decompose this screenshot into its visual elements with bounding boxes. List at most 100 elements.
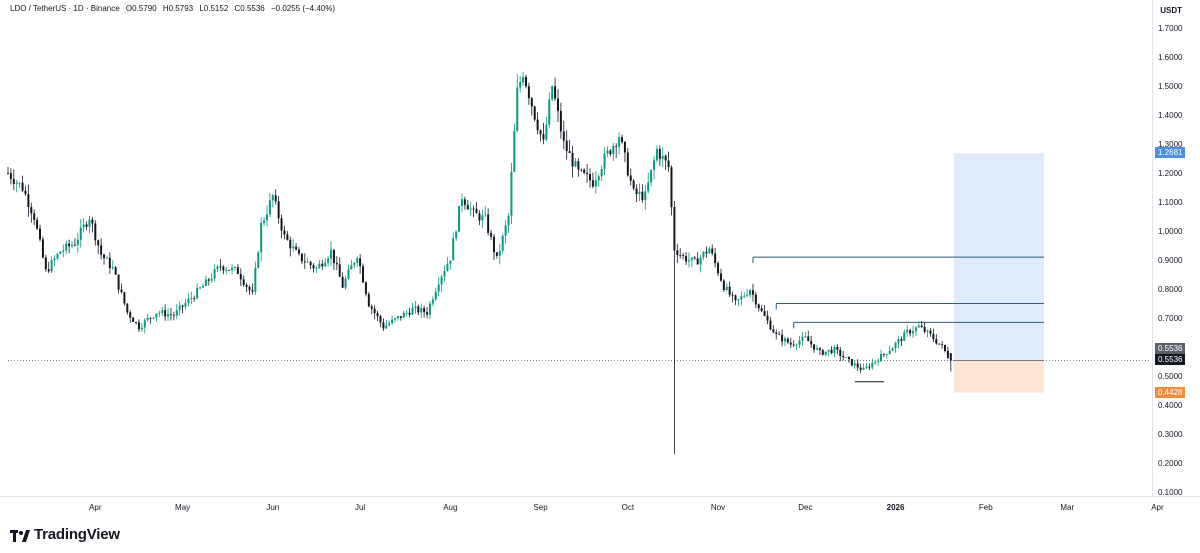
candle-body[interactable] xyxy=(519,82,522,88)
candle-body[interactable] xyxy=(478,213,481,221)
candle-body[interactable] xyxy=(149,317,152,319)
candle-body[interactable] xyxy=(330,249,333,259)
candle-body[interactable] xyxy=(126,303,129,313)
candle-body[interactable] xyxy=(414,306,417,308)
candle-body[interactable] xyxy=(786,338,789,343)
candle-body[interactable] xyxy=(650,169,653,183)
candle-body[interactable] xyxy=(260,222,263,253)
candle-body[interactable] xyxy=(536,119,539,131)
candle-body[interactable] xyxy=(606,150,609,154)
candle-body[interactable] xyxy=(213,269,216,279)
candle-body[interactable] xyxy=(589,174,591,181)
candle-body[interactable] xyxy=(324,262,327,267)
candle-body[interactable] xyxy=(222,266,225,271)
candle-body[interactable] xyxy=(594,180,597,187)
candle-body[interactable] xyxy=(391,319,394,324)
candle-body[interactable] xyxy=(356,258,359,263)
candle-body[interactable] xyxy=(207,279,210,281)
candle-body[interactable] xyxy=(335,263,338,265)
candle-body[interactable] xyxy=(347,269,350,279)
candle-body[interactable] xyxy=(693,257,696,259)
candle-body[interactable] xyxy=(781,334,784,342)
candle-body[interactable] xyxy=(824,351,827,355)
candle-body[interactable] xyxy=(597,176,600,181)
candle-body[interactable] xyxy=(682,255,685,256)
candle-body[interactable] xyxy=(129,312,132,318)
candle-body[interactable] xyxy=(135,322,138,323)
candle-body[interactable] xyxy=(603,153,606,170)
candle-body[interactable] xyxy=(443,270,446,277)
candle-body[interactable] xyxy=(702,251,705,258)
candle-body[interactable] xyxy=(327,258,330,263)
candle-body[interactable] xyxy=(382,322,385,329)
candle-body[interactable] xyxy=(769,320,772,330)
candle-body[interactable] xyxy=(24,190,27,195)
candle-body[interactable] xyxy=(804,336,807,338)
candle-body[interactable] xyxy=(586,172,589,175)
candle-body[interactable] xyxy=(210,278,213,281)
candle-body[interactable] xyxy=(469,208,472,210)
candle-body[interactable] xyxy=(510,171,513,216)
candle-body[interactable] xyxy=(181,305,184,307)
candle-body[interactable] xyxy=(286,234,289,240)
candle-body[interactable] xyxy=(487,214,490,233)
candle-body[interactable] xyxy=(719,273,722,281)
candle-body[interactable] xyxy=(522,77,525,83)
candle-body[interactable] xyxy=(306,261,309,263)
candle-body[interactable] xyxy=(938,343,941,345)
candle-body[interactable] xyxy=(609,150,612,155)
candle-body[interactable] xyxy=(909,330,912,334)
candle-body[interactable] xyxy=(362,266,365,283)
candle-body[interactable] xyxy=(897,339,900,343)
candle-body[interactable] xyxy=(7,173,9,174)
candle-body[interactable] xyxy=(655,148,658,161)
candle-body[interactable] xyxy=(394,318,397,320)
candle-body[interactable] xyxy=(233,267,236,268)
candle-body[interactable] xyxy=(312,265,315,269)
candle-body[interactable] xyxy=(891,348,894,351)
candle-body[interactable] xyxy=(743,295,746,297)
candle-body[interactable] xyxy=(946,350,949,358)
candle-body[interactable] xyxy=(667,160,670,168)
candle-body[interactable] xyxy=(117,274,120,290)
candle-body[interactable] xyxy=(231,267,234,271)
candle-body[interactable] xyxy=(152,317,155,319)
candle-body[interactable] xyxy=(65,243,68,251)
candle-body[interactable] xyxy=(580,169,583,171)
candle-body[interactable] xyxy=(341,276,344,288)
candle-body[interactable] xyxy=(44,257,47,270)
candle-body[interactable] xyxy=(944,345,947,351)
candle-body[interactable] xyxy=(711,248,714,254)
candle-body[interactable] xyxy=(405,312,408,314)
candle-body[interactable] xyxy=(664,155,667,161)
candle-body[interactable] xyxy=(216,266,219,270)
candle-body[interactable] xyxy=(847,357,850,360)
candle-body[interactable] xyxy=(428,303,431,315)
candle-body[interactable] xyxy=(749,290,752,296)
candle-body[interactable] xyxy=(59,251,62,254)
candle-body[interactable] xyxy=(137,322,140,330)
candle-body[interactable] xyxy=(495,252,498,256)
candle-body[interactable] xyxy=(321,263,324,267)
candle-body[interactable] xyxy=(71,244,74,247)
candle-body[interactable] xyxy=(900,339,903,341)
candle-body[interactable] xyxy=(437,284,440,292)
candle-body[interactable] xyxy=(623,142,626,153)
candle-body[interactable] xyxy=(338,264,341,277)
candle-body[interactable] xyxy=(76,239,79,246)
candle-body[interactable] xyxy=(556,98,559,111)
candle-body[interactable] xyxy=(466,204,469,210)
candle-body[interactable] xyxy=(85,224,88,227)
last-candle-body[interactable] xyxy=(949,353,952,361)
candle-body[interactable] xyxy=(577,161,580,170)
candle-body[interactable] xyxy=(376,313,379,317)
candle-body[interactable] xyxy=(292,246,295,249)
candle-body[interactable] xyxy=(420,308,423,313)
candle-body[interactable] xyxy=(530,98,533,107)
candle-body[interactable] xyxy=(865,366,868,368)
candle-body[interactable] xyxy=(504,225,507,236)
candle-body[interactable] xyxy=(699,257,702,265)
candle-body[interactable] xyxy=(722,280,725,290)
candle-body[interactable] xyxy=(373,308,376,314)
candle-body[interactable] xyxy=(574,161,577,167)
